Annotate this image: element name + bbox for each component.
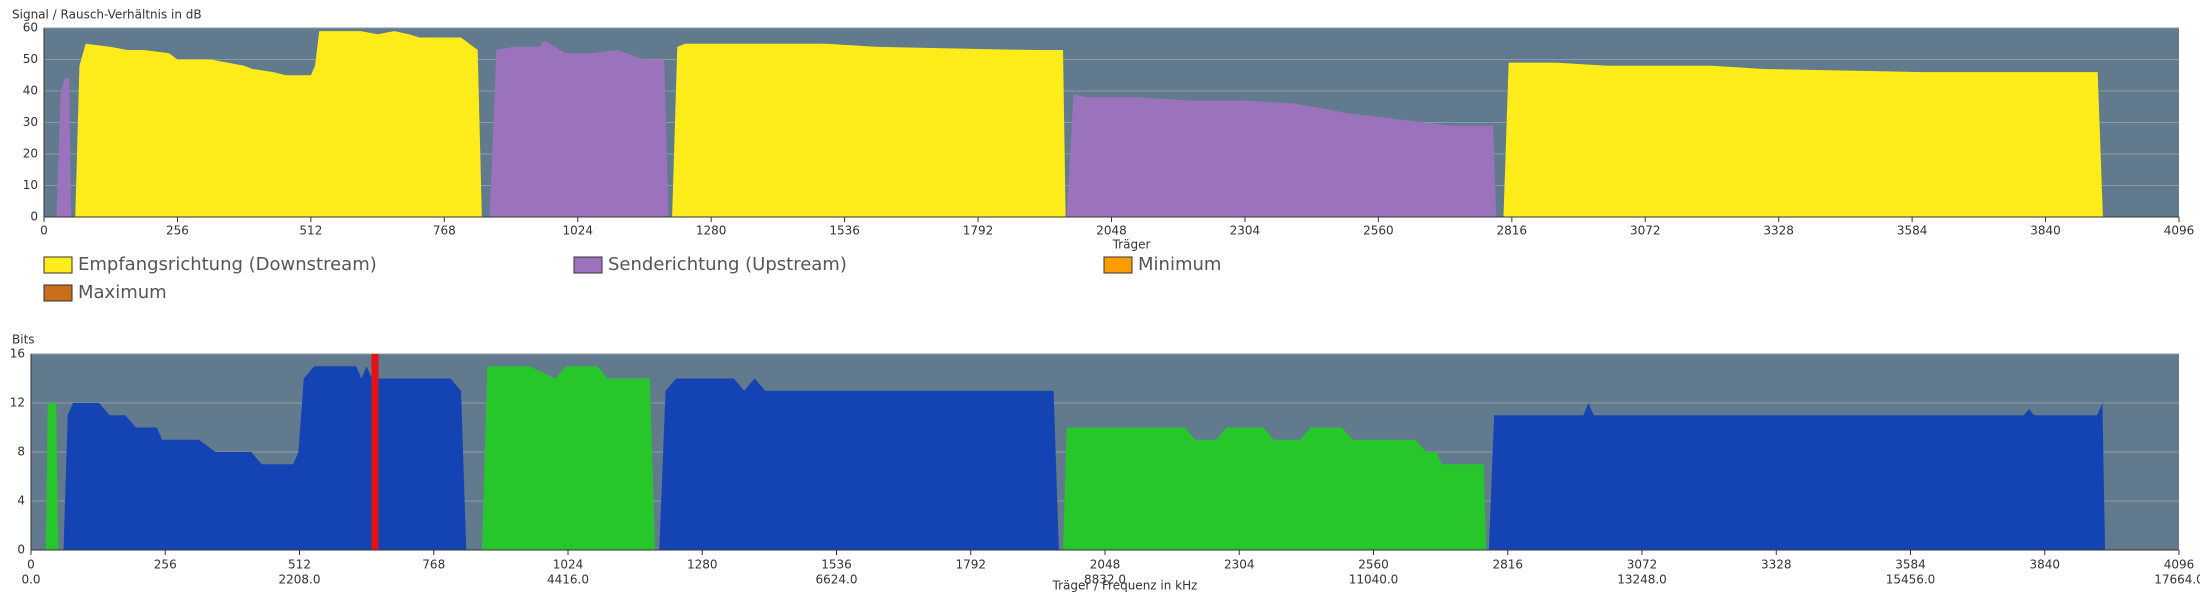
x-tick-label: 3584 <box>1895 558 1926 572</box>
x-tick-label: 1536 <box>821 558 852 572</box>
x-tick-label: 3072 <box>1627 558 1658 572</box>
x-tick-label: 2816 <box>1497 224 1528 238</box>
x-tick-label: 3328 <box>1761 558 1792 572</box>
y-tick-label: 40 <box>23 84 38 98</box>
legend-label: Empfangsrichtung (Downstream) <box>78 254 377 275</box>
x-tick-label: 4096 <box>2164 224 2195 238</box>
x-tick-label: 2304 <box>1230 224 1261 238</box>
x-tick-label: 768 <box>422 558 445 572</box>
y-tick-label: 8 <box>17 445 25 459</box>
chart-title: Bits <box>12 333 35 347</box>
x-tick-label: 1280 <box>687 558 718 572</box>
y-tick-label: 20 <box>23 147 38 161</box>
x2-tick-label: 17664.0 <box>2154 573 2200 587</box>
legend-label: Minimum <box>1138 254 1221 275</box>
x2-tick-label: 4416.0 <box>547 573 589 587</box>
legend-swatch <box>573 256 603 274</box>
x-tick-label: 1280 <box>696 224 727 238</box>
x-axis-label: Träger <box>1112 238 1151 252</box>
x-tick-label: 1536 <box>829 224 860 238</box>
x-tick-label: 3840 <box>2029 558 2060 572</box>
x2-tick-label: 8832.0 <box>1084 573 1126 587</box>
x2-tick-label: 0.0 <box>21 573 40 587</box>
y-tick-label: 0 <box>17 543 25 557</box>
y-tick-label: 12 <box>10 396 25 410</box>
y-tick-label: 4 <box>17 494 25 508</box>
legend-label: Maximum <box>78 282 167 303</box>
x-tick-label: 256 <box>166 224 189 238</box>
x2-tick-label: 2208.0 <box>279 573 321 587</box>
x-tick-label: 768 <box>433 224 456 238</box>
x-tick-label: 3840 <box>2030 224 2061 238</box>
x-tick-label: 2048 <box>1090 558 1121 572</box>
x2-tick-label: 6624.0 <box>816 573 858 587</box>
area <box>45 366 1487 550</box>
legend-swatch <box>1103 256 1133 274</box>
x-tick-label: 2048 <box>1096 224 1127 238</box>
x-tick-label: 1024 <box>562 224 593 238</box>
y-tick-label: 50 <box>23 52 38 66</box>
pilot-tone <box>371 354 379 550</box>
x-tick-label: 1024 <box>553 558 584 572</box>
x2-tick-label: 15456.0 <box>1886 573 1936 587</box>
area <box>75 31 2103 218</box>
x-tick-label: 4096 <box>2164 558 2195 572</box>
x-tick-label: 3328 <box>1763 224 1794 238</box>
x-tick-label: 512 <box>299 224 322 238</box>
legend-swatch <box>43 256 73 274</box>
y-tick-label: 30 <box>23 115 38 129</box>
x-tick-label: 0 <box>40 224 48 238</box>
legend-label: Senderichtung (Upstream) <box>608 254 847 275</box>
y-tick-label: 16 <box>10 347 25 361</box>
area <box>56 40 1497 217</box>
x-tick-label: 2816 <box>1492 558 1523 572</box>
x-tick-label: 1792 <box>955 558 986 572</box>
y-tick-label: 10 <box>23 178 38 192</box>
x-tick-label: 3584 <box>1897 224 1928 238</box>
x-axis-label: Träger / Frequenz in kHz <box>1052 579 1198 593</box>
y-tick-label: 0 <box>30 210 38 224</box>
chart-title: Signal / Rausch-Verhältnis in dB <box>12 8 202 22</box>
x2-tick-label: 13248.0 <box>1617 573 1667 587</box>
x-tick-label: 2304 <box>1224 558 1255 572</box>
x-tick-label: 512 <box>288 558 311 572</box>
x-tick-label: 3072 <box>1630 224 1661 238</box>
x2-tick-label: 11040.0 <box>1349 573 1399 587</box>
legend-swatch <box>43 284 73 302</box>
x-tick-label: 256 <box>154 558 177 572</box>
x-tick-label: 1792 <box>963 224 994 238</box>
x-tick-label: 2560 <box>1363 224 1394 238</box>
area <box>63 366 2106 550</box>
x-tick-label: 0 <box>27 558 35 572</box>
x-tick-label: 2560 <box>1358 558 1389 572</box>
y-tick-label: 60 <box>23 21 38 35</box>
